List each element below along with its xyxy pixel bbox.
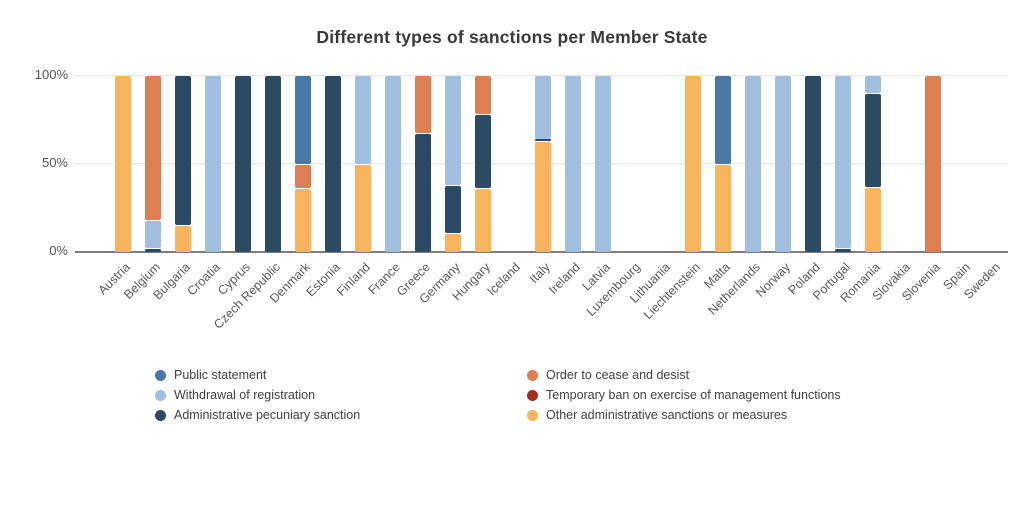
bar-segment[interactable] xyxy=(175,226,191,252)
bar-segment[interactable] xyxy=(295,164,311,189)
y-axis-tick-50: 50% xyxy=(41,155,68,170)
bar-segment[interactable] xyxy=(535,139,551,141)
legend-label: Order to cease and desist xyxy=(546,368,690,382)
bar-segment[interactable] xyxy=(175,76,191,226)
bar-segment[interactable] xyxy=(925,76,941,252)
bar-segment[interactable] xyxy=(835,76,851,249)
x-axis-label: Netherlands xyxy=(705,260,763,318)
x-axis-label: Latvia xyxy=(579,260,613,294)
x-axis-label: Romania xyxy=(837,260,883,306)
legend-label: Withdrawal of registration xyxy=(174,388,316,402)
x-axis-label: Czech Republic xyxy=(211,260,283,332)
bar-segment[interactable] xyxy=(415,134,431,252)
x-axis-label: Greece xyxy=(394,260,433,299)
bar-segment[interactable] xyxy=(295,76,311,164)
legend-item-administrative-pecuniary-sanction[interactable]: Administrative pecuniary sanction xyxy=(155,405,360,425)
x-axis-label: Germany xyxy=(416,260,463,307)
x-axis-label: Italy xyxy=(526,260,553,287)
x-axis-label: France xyxy=(365,260,403,298)
legend-item-order-to-cease-and-desist[interactable]: Order to cease and desist xyxy=(527,365,841,385)
x-axis-label: Austria xyxy=(95,260,133,298)
x-axis-label: Croatia xyxy=(184,260,223,299)
x-axis-label: Iceland xyxy=(484,260,523,299)
bar-segment[interactable] xyxy=(595,76,611,252)
bar-segment[interactable] xyxy=(745,76,761,252)
bar-segment[interactable] xyxy=(205,76,221,252)
legend-item-temporary-ban[interactable]: Temporary ban on exercise of management … xyxy=(527,385,841,405)
legend-swatch-public-statement xyxy=(155,369,166,381)
y-axis-tick-100: 100% xyxy=(34,67,68,82)
bar-segment[interactable] xyxy=(145,249,161,252)
bar-segment[interactable] xyxy=(535,76,551,139)
bar-segment[interactable] xyxy=(355,164,371,252)
bar-segment[interactable] xyxy=(835,249,851,252)
bar-segment[interactable] xyxy=(775,76,791,252)
bar-segment[interactable] xyxy=(685,76,701,252)
bar-segment[interactable] xyxy=(235,76,251,252)
x-axis-label: Estonia xyxy=(303,260,343,300)
legend-column-right: Order to cease and desist Temporary ban … xyxy=(527,365,841,425)
x-axis-label: Finland xyxy=(334,260,373,299)
x-axis-label: Luxembourg xyxy=(583,260,643,320)
bar-segment[interactable] xyxy=(715,76,731,164)
x-axis-line xyxy=(75,251,1008,253)
legend-label: Administrative pecuniary sanction xyxy=(174,408,361,422)
x-axis-label: Spain xyxy=(940,260,973,293)
bar-segment[interactable] xyxy=(475,76,491,114)
bar-segment[interactable] xyxy=(415,76,431,134)
bar-segment[interactable] xyxy=(295,189,311,252)
x-axis-label: Belgium xyxy=(121,260,163,302)
bar-segment[interactable] xyxy=(805,76,821,252)
x-axis-label: Malta xyxy=(701,260,733,292)
bar-segment[interactable] xyxy=(145,76,161,221)
bar-segment[interactable] xyxy=(445,76,461,185)
legend-item-public-statement[interactable]: Public statement xyxy=(155,365,360,385)
bar-segment[interactable] xyxy=(445,233,461,252)
bar-segment[interactable] xyxy=(565,76,581,252)
bar-segment[interactable] xyxy=(325,76,341,252)
x-axis-label: Ireland xyxy=(545,260,583,297)
bar-segment[interactable] xyxy=(355,76,371,164)
bar-segment[interactable] xyxy=(865,93,881,187)
legend-swatch-temporary-ban xyxy=(527,389,538,401)
bar-segment[interactable] xyxy=(115,76,131,252)
x-axis-label: Liechtenstein xyxy=(640,260,703,322)
chart-title: Different types of sanctions per Member … xyxy=(316,27,708,47)
bar-segment[interactable] xyxy=(445,185,461,233)
legend-swatch-administrative-pecuniary-sanction xyxy=(155,409,166,421)
x-axis-label: Hungary xyxy=(449,260,493,304)
x-axis-label: Denmark xyxy=(267,260,313,306)
x-axis-label: Cyprus xyxy=(215,260,253,298)
legend-column-left: Public statement Withdrawal of registrat… xyxy=(155,365,360,425)
legend-swatch-other-administrative-sanctions xyxy=(527,409,538,421)
y-axis-tick-0: 0% xyxy=(49,243,68,258)
x-axis-label: Norway xyxy=(753,260,793,300)
bar-segment[interactable] xyxy=(475,189,491,252)
x-axis-label: Slovenia xyxy=(899,260,943,304)
bar-segment[interactable] xyxy=(265,76,281,252)
legend-label: Other administrative sanctions or measur… xyxy=(546,408,788,422)
bar-segment[interactable] xyxy=(535,141,551,252)
legend-swatch-withdrawal-of-registration xyxy=(155,389,166,401)
bar-segment[interactable] xyxy=(865,76,881,93)
legend-item-withdrawal-of-registration[interactable]: Withdrawal of registration xyxy=(155,385,360,405)
legend-label: Public statement xyxy=(174,368,267,382)
x-axis-label: Bulgaria xyxy=(150,260,193,303)
legend-swatch-order-to-cease-and-desist xyxy=(527,369,538,381)
bar-segment[interactable] xyxy=(385,76,401,252)
x-axis-label: Poland xyxy=(785,260,823,298)
x-axis-label: Portugal xyxy=(810,260,853,303)
gridline-100 xyxy=(75,75,1008,76)
x-axis-label: Lithuania xyxy=(627,260,673,306)
bar-segment[interactable] xyxy=(475,114,491,189)
bar-segment[interactable] xyxy=(865,187,881,252)
legend-label: Temporary ban on exercise of management … xyxy=(546,388,841,402)
plot-area xyxy=(75,75,1008,253)
x-axis-label: Sweden xyxy=(961,260,1003,302)
legend-item-other-administrative-sanctions[interactable]: Other administrative sanctions or measur… xyxy=(527,405,841,425)
x-axis-label: Slovakia xyxy=(869,260,913,304)
bar-segment[interactable] xyxy=(145,221,161,249)
bar-segment[interactable] xyxy=(715,164,731,252)
